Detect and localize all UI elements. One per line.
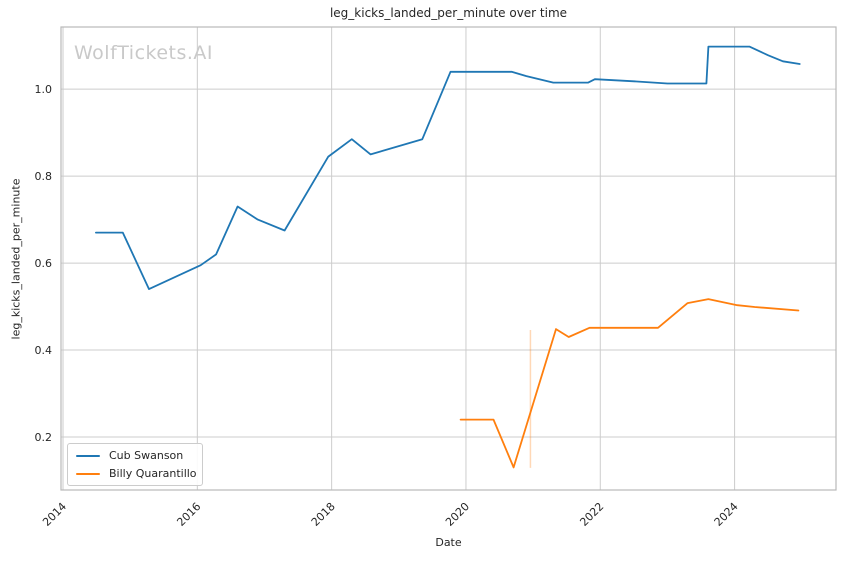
legend-swatch-billy-quarantillo [76,472,100,475]
y-tick-label: 1.0 [35,83,53,96]
y-tick-label: 0.4 [35,344,53,357]
watermark: WolfTickets.AI [74,42,214,64]
series-line-billy-quarantillo [459,298,800,469]
chart-title: leg_kicks_landed_per_minute over time [329,6,568,20]
y-tick-label: 0.6 [35,257,53,270]
legend-item-cub-swanson: Cub Swanson [76,449,194,462]
legend: Cub Swanson Billy Quarantillo [67,443,203,486]
series-line-cub-swanson [95,45,801,291]
x-tick-label: 2014 [40,500,69,529]
plot-border [60,26,837,491]
x-tick-label: 2022 [577,500,606,529]
x-tick-label: 2018 [309,500,338,529]
legend-label: Billy Quarantillo [109,467,197,480]
y-tick-label: 0.2 [35,431,53,444]
x-axis-label: Date [435,536,462,549]
x-tick-label: 2016 [174,500,203,529]
y-tick-label: 0.8 [35,170,53,183]
y-axis-label: leg_kicks_landed_per_minute [9,178,23,340]
legend-label: Cub Swanson [109,449,184,462]
x-tick-label: 2020 [443,500,472,529]
x-tick-label: 2024 [712,500,741,529]
legend-item-billy-quarantillo: Billy Quarantillo [76,467,197,480]
legend-swatch-cub-swanson [76,454,100,457]
